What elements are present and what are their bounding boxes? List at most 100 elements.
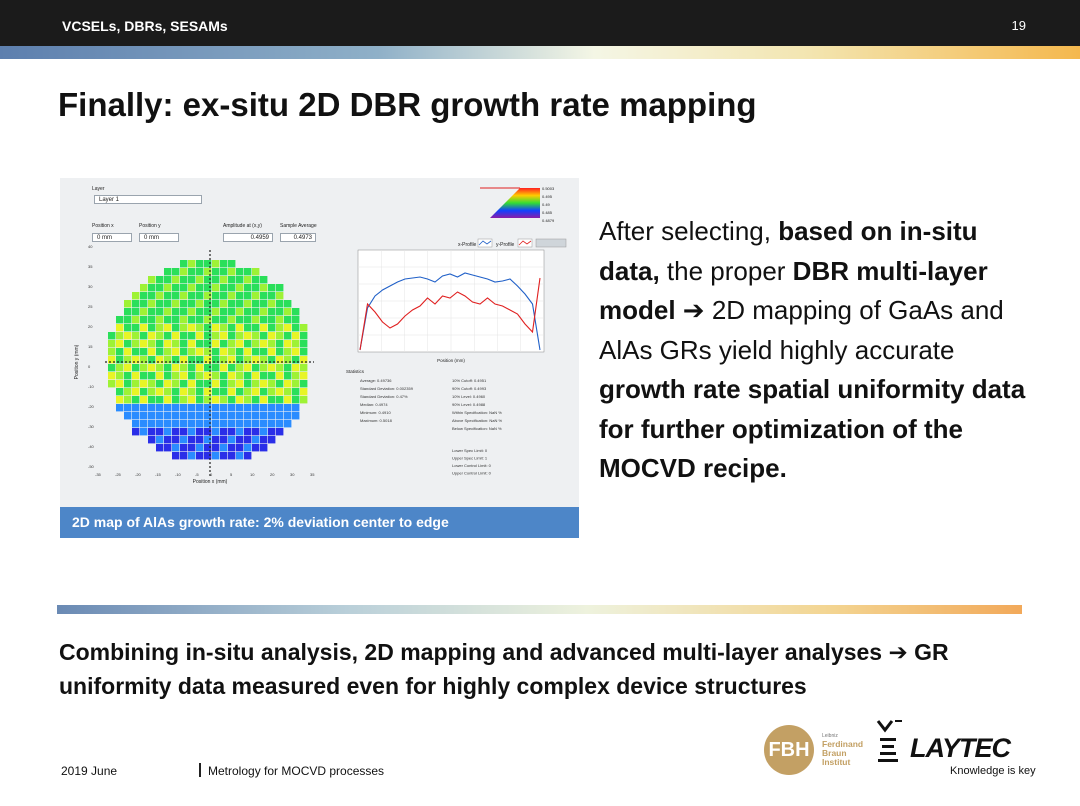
svg-text:20: 20 (270, 472, 275, 477)
wafer-cell (236, 276, 244, 284)
profile-chart-toolbar (535, 238, 567, 248)
wafer-cell (236, 316, 244, 324)
wafer-cell (276, 380, 284, 388)
wafer-cell (124, 324, 132, 332)
desc-part-2: the proper (659, 255, 793, 286)
wafer-cell (260, 364, 268, 372)
wafer-cell (276, 420, 284, 428)
wafer-cell (180, 428, 188, 436)
wafer-cell (204, 452, 212, 460)
wafer-cell (164, 284, 172, 292)
wafer-cell (172, 292, 180, 300)
map-x-axis-label: Position x (mm) (193, 479, 228, 485)
fbh-name-line-1: Ferdinand (822, 739, 864, 749)
wafer-cell (188, 428, 196, 436)
wafer-cell (252, 364, 260, 372)
wafer-cell (188, 292, 196, 300)
wafer-cell (228, 340, 236, 348)
wafer-cell (228, 316, 236, 324)
wafer-cell (260, 276, 268, 284)
wafer-cell (236, 436, 244, 444)
wafer-cell (180, 364, 188, 372)
wafer-cell (180, 284, 188, 292)
wafer-cell (196, 316, 204, 324)
wafer-cell (236, 308, 244, 316)
wafer-cell (268, 284, 276, 292)
wafer-cell (140, 324, 148, 332)
wafer-cell (236, 428, 244, 436)
wafer-cell (220, 388, 228, 396)
wafer-cell (140, 316, 148, 324)
wafer-cell (124, 332, 132, 340)
wafer-cell (124, 404, 132, 412)
wafer-cell (204, 364, 212, 372)
profile-legend: x-Profile y-Profile (458, 238, 567, 248)
svg-text:15: 15 (88, 344, 93, 349)
layer-select[interactable]: Layer 1 (94, 195, 202, 204)
wafer-cell (172, 444, 180, 452)
amplitude-field[interactable]: 0.4959 (223, 233, 273, 242)
wafer-cell (244, 300, 252, 308)
wafer-cell (244, 356, 252, 364)
wafer-cell (260, 284, 268, 292)
wafer-cell (164, 420, 172, 428)
wafer-cell (116, 316, 124, 324)
wafer-cell (260, 396, 268, 404)
wafer-cell (196, 260, 204, 268)
wafer-cell (204, 444, 212, 452)
wafer-cell (172, 284, 180, 292)
wafer-cell (276, 324, 284, 332)
wafer-cell (156, 420, 164, 428)
wafer-cell (124, 316, 132, 324)
wafer-cell (172, 268, 180, 276)
wafer-cells (108, 260, 308, 460)
statistic-line: Standard Deviation: 0.002359 (360, 386, 414, 391)
wafer-cell (188, 436, 196, 444)
figure-caption: 2D map of AlAs growth rate: 2% deviation… (60, 507, 579, 538)
wafer-cell (204, 324, 212, 332)
wafer-cell (300, 332, 308, 340)
wafer-cell (236, 292, 244, 300)
wafer-cell (140, 292, 148, 300)
wafer-cell (268, 308, 276, 316)
svg-text:30: 30 (88, 284, 93, 289)
wafer-cell (244, 436, 252, 444)
wafer-cell (204, 316, 212, 324)
svg-text:0.4879: 0.4879 (542, 218, 555, 223)
wafer-cell (228, 412, 236, 420)
wafer-cell (292, 380, 300, 388)
wafer-cell (228, 420, 236, 428)
wafer-cell (180, 412, 188, 420)
wafer-cell (172, 340, 180, 348)
wafer-cell (164, 324, 172, 332)
position-y-field[interactable]: 0 mm (139, 233, 179, 242)
wafer-cell (140, 380, 148, 388)
wafer-cell (268, 316, 276, 324)
wafer-cell (252, 420, 260, 428)
wafer-cell (244, 284, 252, 292)
wafer-cell (292, 372, 300, 380)
wafer-cell (124, 380, 132, 388)
wafer-cell (180, 332, 188, 340)
wafer-cell (180, 420, 188, 428)
wafer-cell (228, 292, 236, 300)
wafer-cell (268, 340, 276, 348)
wafer-cell (236, 404, 244, 412)
wafer-cell (236, 324, 244, 332)
wafer-cell (164, 340, 172, 348)
color-scale-ticks: 0.5003 0.495 0.49 0.485 0.4879 (542, 186, 555, 223)
wafer-cell (260, 380, 268, 388)
map-y-axis-label: Position y (mm) (74, 344, 80, 379)
wafer-cell (244, 340, 252, 348)
wafer-cell (244, 308, 252, 316)
position-x-field[interactable]: 0 mm (92, 233, 132, 242)
wafer-cell (140, 332, 148, 340)
wafer-cell (156, 444, 164, 452)
wafer-cell (284, 332, 292, 340)
sample-average-field[interactable]: 0.4973 (280, 233, 316, 242)
wafer-cell (244, 276, 252, 284)
wafer-cell (172, 308, 180, 316)
wafer-cell (116, 324, 124, 332)
wafer-cell (132, 316, 140, 324)
wafer-cell (260, 428, 268, 436)
